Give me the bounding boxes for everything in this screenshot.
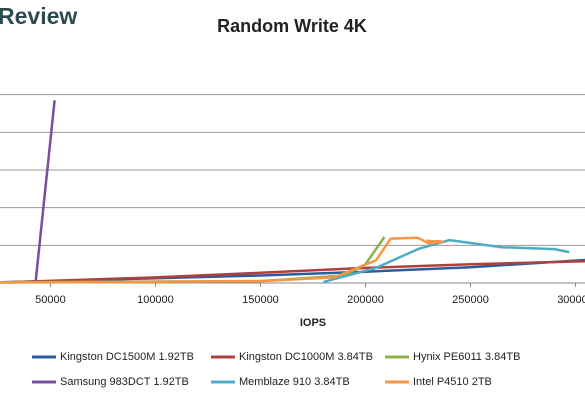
series-line [8, 259, 585, 284]
x-tick-label: 300000 [557, 294, 585, 306]
series-line [34, 100, 56, 282]
chart-title: Random Write 4K [217, 16, 367, 36]
legend-label: Kingston DC1000M 3.84TB [239, 351, 373, 363]
legend-label: Samsung 983DCT 1.92TB [60, 376, 189, 388]
x-tick-label: 150000 [242, 294, 279, 306]
legend-label: Kingston DC1500M 1.92TB [60, 351, 194, 363]
legend-label: Hynix PE6011 3.84TB [413, 351, 520, 363]
series-line [323, 238, 570, 284]
legend-label: Memblaze 910 3.84TB [239, 376, 350, 388]
logo: Review [0, 3, 77, 29]
series-line [0, 236, 445, 284]
x-tick-label: 250000 [452, 294, 489, 306]
x-tick-label: 100000 [137, 294, 174, 306]
x-axis-label: IOPS [300, 317, 326, 329]
legend-label: Intel P4510 2TB [413, 376, 492, 388]
x-tick-label: 50000 [35, 294, 66, 306]
x-tick-label: 200000 [347, 294, 384, 306]
